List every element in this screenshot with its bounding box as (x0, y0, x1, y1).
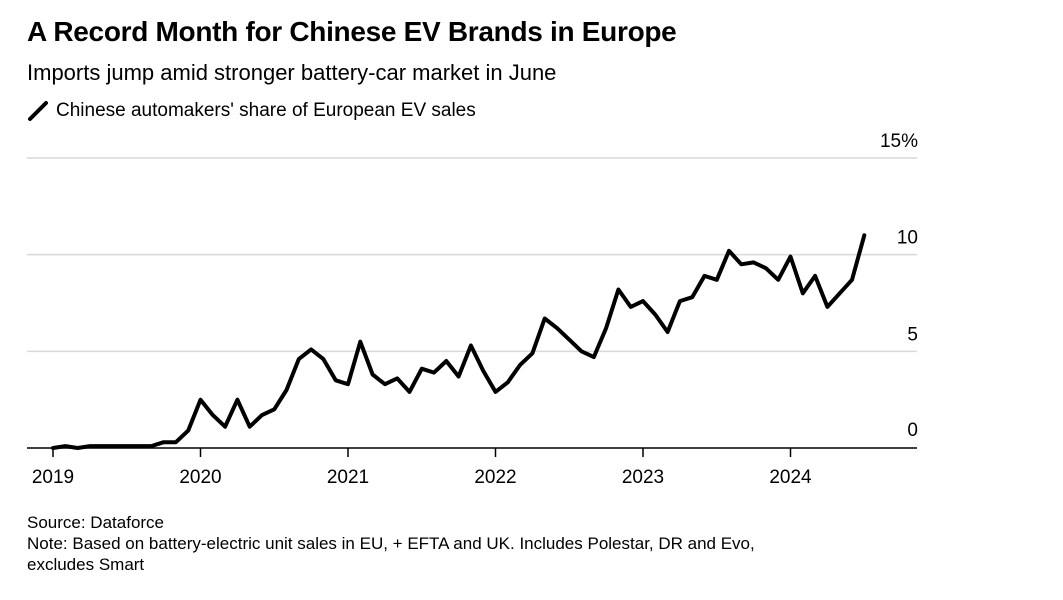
x-tick-label-2023: 2023 (622, 467, 664, 488)
x-tick-label-2021: 2021 (327, 467, 369, 488)
series-line-0 (51, 233, 867, 450)
legend-label: Chinese automakers' share of European EV… (56, 100, 476, 121)
x-tick-label-2022: 2022 (474, 467, 516, 488)
chart-subtitle: Imports jump amid stronger battery-car m… (27, 60, 557, 85)
chart-footer: Source: Dataforce Note: Based on battery… (27, 512, 1027, 575)
footnote-line-1: Note: Based on battery-electric unit sal… (27, 534, 755, 553)
source-note: Source: Dataforce (27, 513, 165, 532)
y-tick-label-10: 10 (897, 228, 918, 249)
x-tick-label-2024: 2024 (769, 467, 812, 488)
x-tick-label-2019: 2019 (32, 467, 74, 488)
legend: Chinese automakers' share of European EV… (27, 98, 476, 124)
footnote-line-2: excludes Smart (27, 555, 145, 574)
x-tick-label-2020: 2020 (179, 467, 221, 488)
y-tick-label-15: 15% (880, 131, 918, 152)
y-tick-label-5: 5 (907, 324, 918, 345)
chart-title: A Record Month for Chinese EV Brands in … (27, 16, 677, 47)
legend-line-icon (28, 101, 48, 121)
y-tick-label-0: 0 (907, 420, 918, 441)
